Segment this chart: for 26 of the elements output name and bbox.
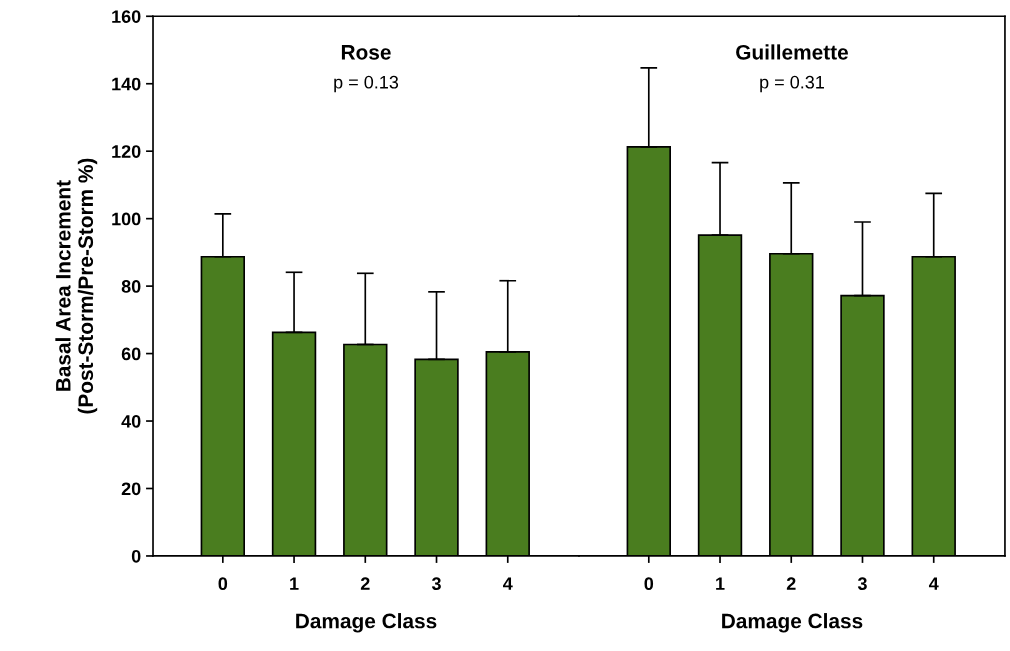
- x-tick-label: 0: [644, 577, 654, 591]
- x-tick-label: 0: [218, 577, 228, 591]
- text: p = 0.31: [760, 75, 824, 93]
- x-tick-label: 1: [290, 577, 299, 590]
- x-axis-title: Damage Class: [722, 613, 863, 633]
- y-tick-label: 160: [112, 10, 141, 23]
- x-tick-label: 3: [431, 577, 441, 591]
- x-tick-label: 2: [360, 577, 370, 590]
- y-tick-label: 0: [131, 549, 141, 563]
- x-tick-label: 3: [857, 577, 867, 591]
- x-tick-label: 4: [928, 577, 939, 590]
- y-tick-label: 80: [121, 280, 141, 293]
- x-tick-label: 2: [786, 577, 796, 590]
- y-tick-label: 60: [121, 347, 141, 361]
- text: Guillemette: [736, 44, 848, 60]
- y-tick-label: 100: [112, 212, 141, 226]
- y-axis-title: Basal Area Increment (Post-Storm/Pre-Storm %): [55, 158, 98, 414]
- x-tick-label: 1: [716, 577, 725, 590]
- text: Rose: [341, 45, 391, 60]
- y-tick-label: 120: [112, 145, 141, 158]
- x-axis-title: Damage Class: [296, 613, 437, 633]
- y-tick-label: 40: [121, 414, 141, 428]
- text: p = 0.13: [334, 75, 399, 93]
- y-tick-label: 20: [121, 482, 141, 496]
- x-tick-label: 4: [503, 577, 513, 590]
- y-tick-label: 140: [112, 77, 141, 91]
